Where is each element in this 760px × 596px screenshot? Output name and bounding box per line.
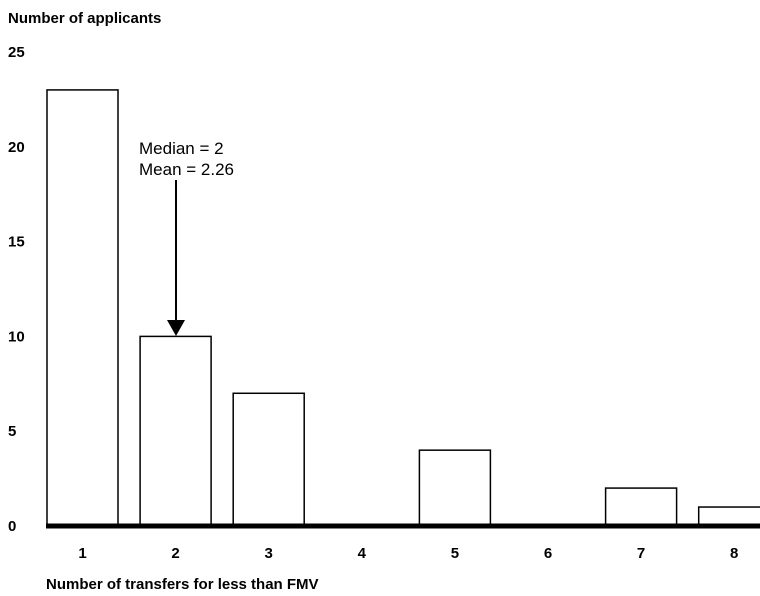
bar-2 [139, 335, 212, 527]
x-tick-label: 2 [171, 545, 179, 562]
x-tick-label: 7 [637, 545, 645, 562]
x-tick-label: 4 [358, 545, 367, 562]
x-tick-label: 8 [730, 545, 738, 562]
y-tick-label: 10 [8, 328, 25, 345]
x-tick-labels: 1 2 3 4 5 6 7 8 [78, 545, 738, 562]
x-tick-label: 6 [544, 545, 552, 562]
y-tick-labels: 0 5 10 15 20 25 [8, 44, 25, 535]
annotation-arrowhead [167, 320, 185, 336]
x-tick-label: 5 [451, 545, 459, 562]
y-tick-label: 0 [8, 518, 16, 535]
bar-1 [46, 89, 119, 527]
bar-7 [604, 487, 678, 527]
median-label: Median = 2 [139, 139, 224, 158]
bar-8 [697, 506, 760, 527]
y-tick-label: 15 [8, 234, 25, 251]
bar-3 [232, 392, 305, 527]
y-axis-label: Number of applicants [8, 10, 161, 27]
y-tick-label: 5 [8, 423, 16, 440]
y-tick-label: 25 [8, 44, 25, 61]
x-tick-label: 1 [78, 545, 86, 562]
mean-label: Mean = 2.26 [139, 160, 234, 179]
x-tick-label: 3 [265, 545, 273, 562]
bars [46, 89, 760, 527]
x-axis-label: Number of transfers for less than FMV [46, 576, 319, 593]
y-tick-label: 20 [8, 139, 25, 156]
bar-5 [418, 449, 492, 527]
